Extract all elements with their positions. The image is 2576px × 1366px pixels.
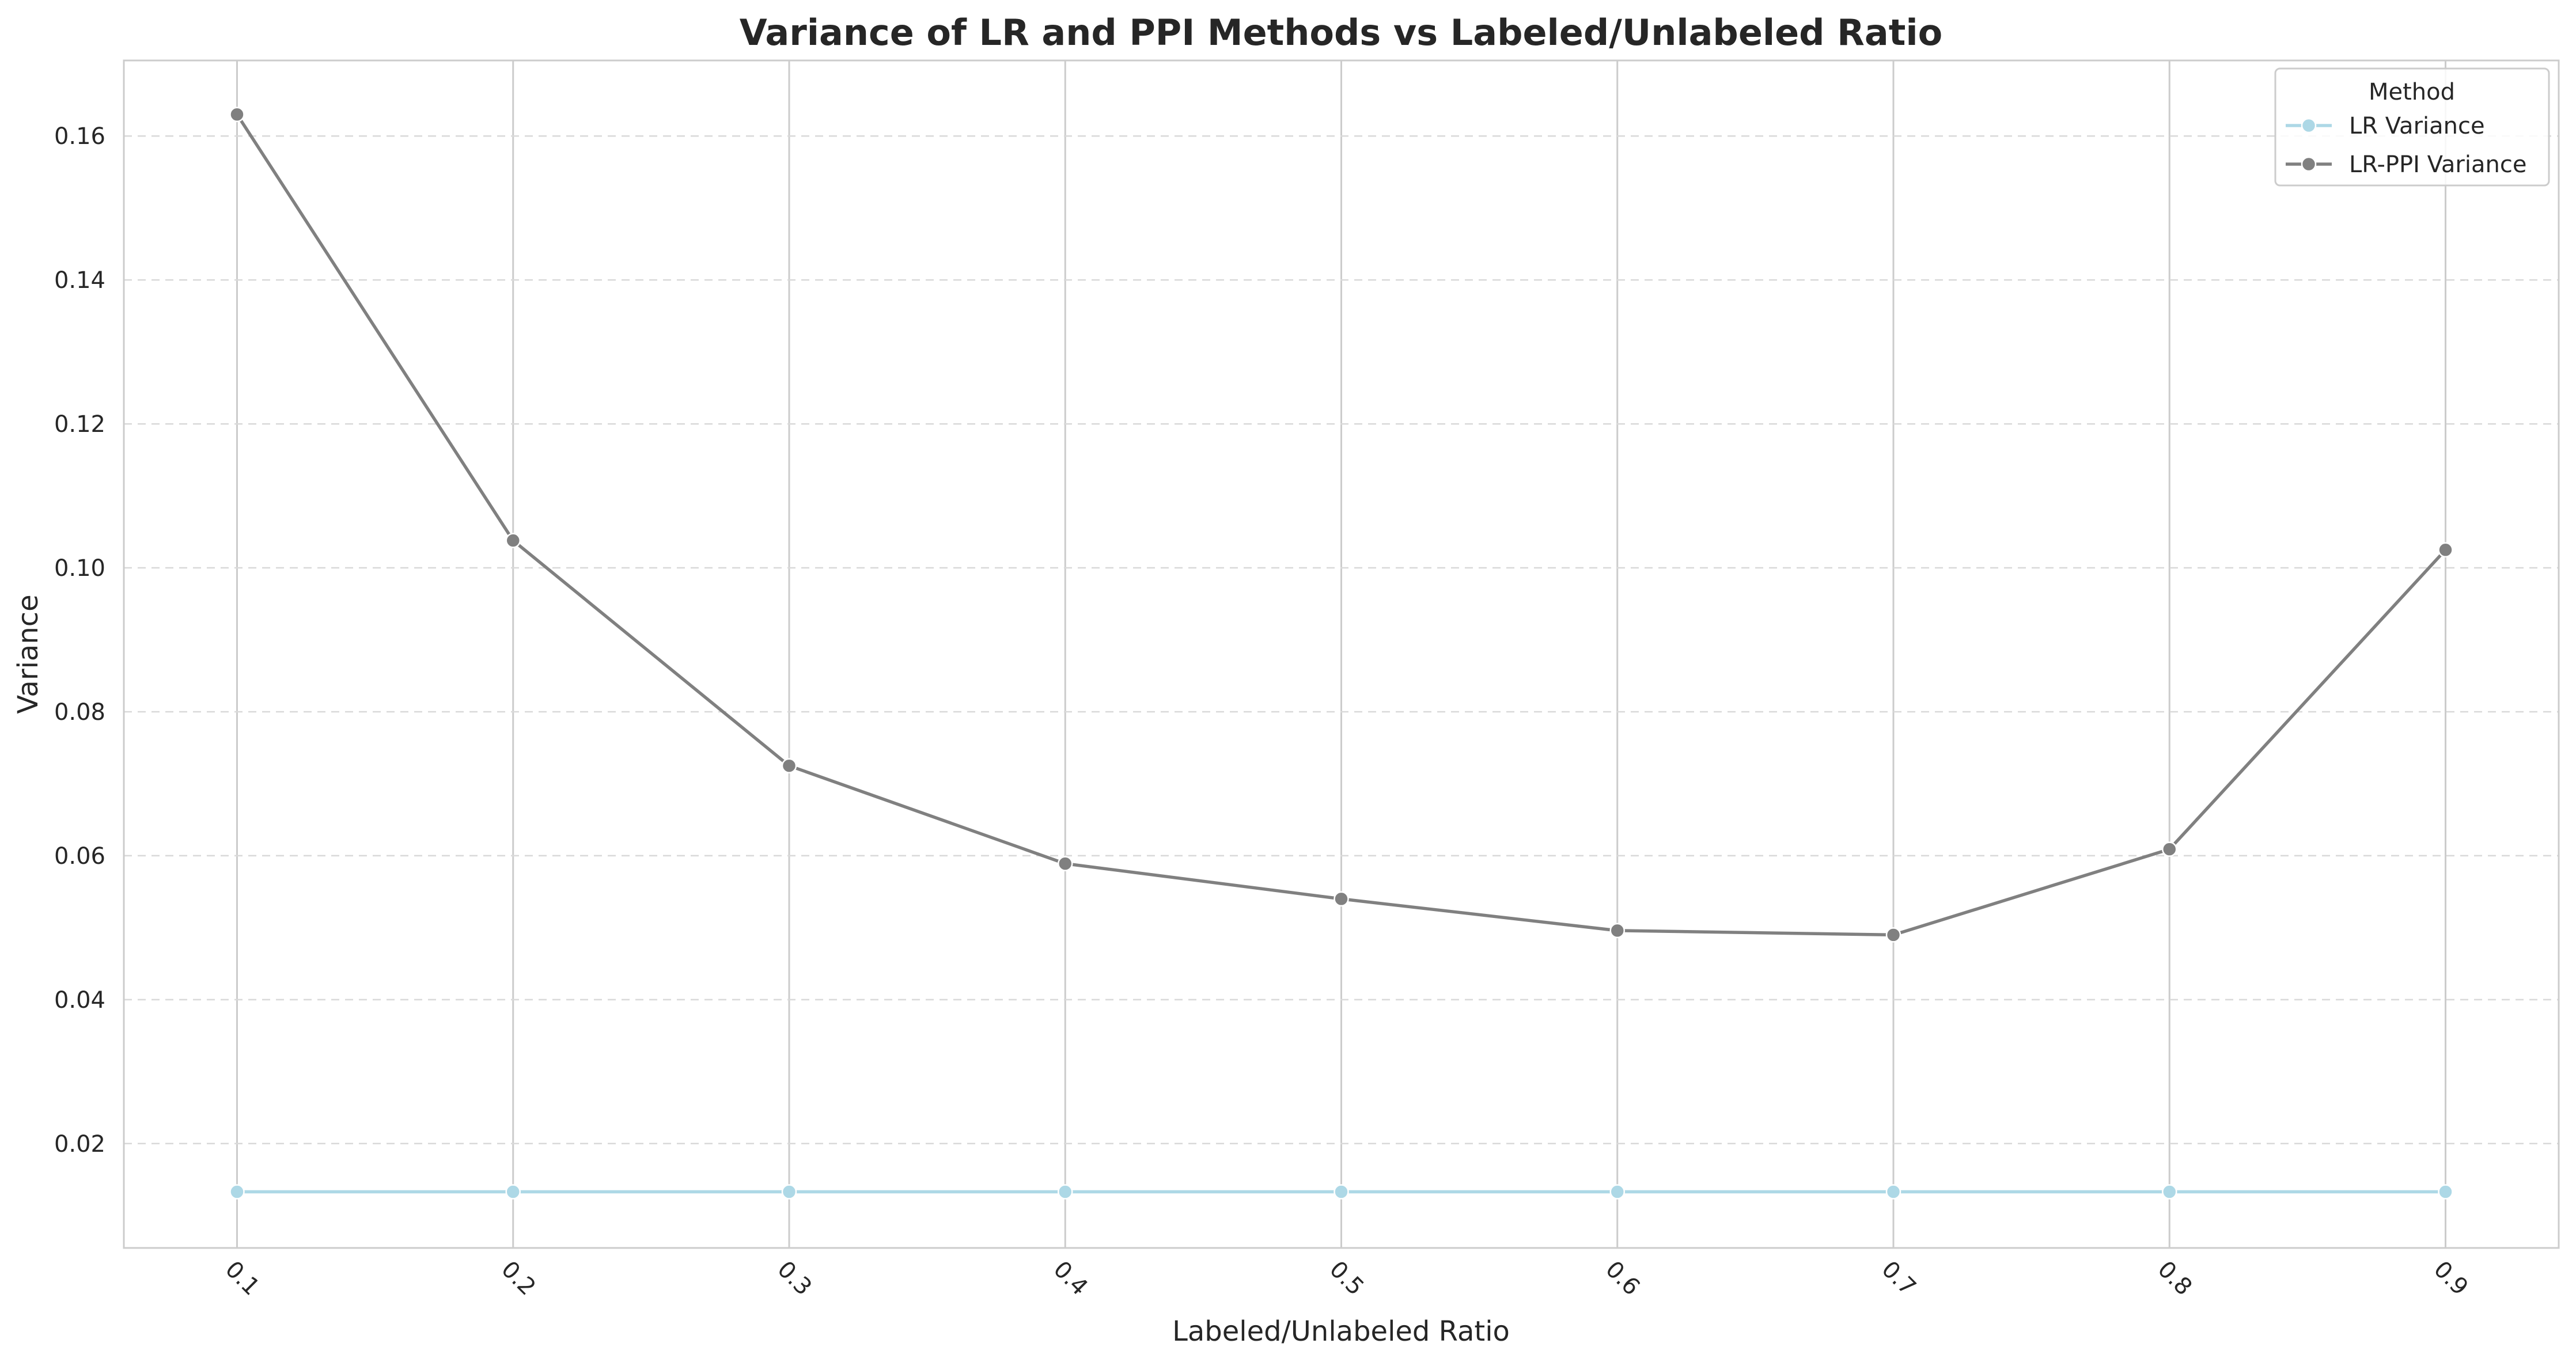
data-point [1885, 1184, 1901, 1200]
series-lr-ppi-variance [229, 107, 2453, 943]
data-point [1609, 923, 1626, 939]
series-layer [229, 107, 2453, 1200]
y-tick-label: 0.10 [54, 555, 105, 582]
data-point [781, 1184, 797, 1200]
data-point [505, 533, 521, 548]
data-point [1334, 1184, 1349, 1200]
legend-label: LR Variance [2349, 113, 2485, 139]
data-point [2438, 1184, 2453, 1200]
legend-label: LR-PPI Variance [2349, 151, 2526, 178]
data-point [1057, 856, 1073, 871]
y-tick-label: 0.04 [54, 987, 105, 1014]
series-lr-variance [229, 1184, 2453, 1200]
legend-box [2274, 67, 2550, 187]
data-point [1885, 927, 1901, 943]
data-point [781, 758, 797, 773]
data-point [2162, 1184, 2177, 1200]
legend-item: LR-PPI Variance [2286, 151, 2526, 178]
data-point [229, 107, 245, 122]
y-axis-title: Variance [12, 594, 44, 714]
data-point [505, 1184, 521, 1200]
y-axis: 0.02 0.04 0.06 0.08 0.10 0.12 0.14 0.16 [54, 123, 105, 1158]
y-tick-label: 0.08 [54, 699, 105, 726]
legend-item: LR Variance [2286, 113, 2485, 139]
legend-swatch-marker [2301, 117, 2317, 134]
x-axis-title: Labeled/Unlabeled Ratio [1172, 1315, 1510, 1348]
legend-title: Method [2369, 79, 2455, 105]
legend-swatch-marker [2301, 156, 2317, 172]
y-tick-label: 0.16 [54, 123, 105, 150]
y-tick-label: 0.14 [54, 267, 105, 294]
data-point [229, 1184, 245, 1200]
y-tick-label: 0.12 [54, 411, 105, 438]
chart-title: Variance of LR and PPI Methods vs Labele… [740, 12, 1942, 54]
data-point [1057, 1184, 1073, 1200]
data-point [1334, 891, 1349, 907]
grid [124, 60, 2559, 1248]
legend-items: LR Variance LR-PPI Variance [2286, 113, 2526, 178]
y-tick-label: 0.02 [54, 1131, 105, 1158]
data-point [2438, 542, 2453, 558]
plot-area [123, 59, 2560, 1249]
data-point [1609, 1184, 1626, 1200]
legend: Method LR Variance LR-PPI Variance [2274, 67, 2550, 187]
data-point [2162, 841, 2177, 857]
y-tick-label: 0.06 [54, 843, 105, 870]
